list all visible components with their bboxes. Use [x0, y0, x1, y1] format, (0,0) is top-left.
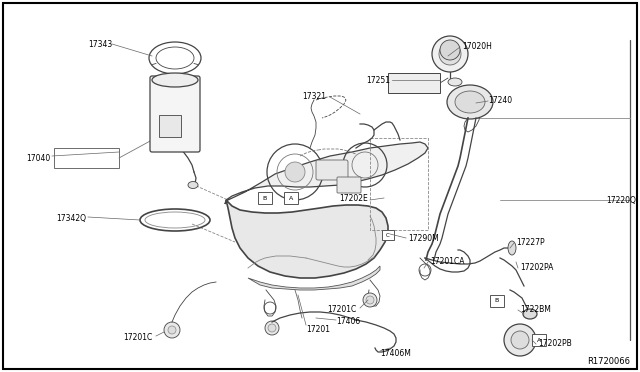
FancyBboxPatch shape	[316, 160, 348, 180]
Text: 17202PB: 17202PB	[538, 340, 572, 349]
Text: C: C	[386, 232, 390, 237]
Circle shape	[511, 331, 529, 349]
Text: 17020H: 17020H	[462, 42, 492, 51]
Circle shape	[366, 296, 374, 304]
Text: 17343: 17343	[88, 39, 112, 48]
FancyBboxPatch shape	[284, 192, 298, 204]
FancyBboxPatch shape	[258, 192, 272, 204]
Text: 17201C: 17201C	[327, 305, 356, 314]
Text: 17240: 17240	[488, 96, 512, 105]
Text: 17342Q: 17342Q	[56, 214, 86, 222]
Circle shape	[504, 324, 536, 356]
Text: 17201C: 17201C	[123, 334, 152, 343]
Circle shape	[285, 162, 305, 182]
Text: 17406: 17406	[336, 317, 360, 327]
Text: 1722BM: 1722BM	[520, 305, 551, 314]
FancyBboxPatch shape	[490, 295, 504, 307]
Text: 17406M: 17406M	[380, 350, 411, 359]
FancyBboxPatch shape	[159, 115, 181, 137]
Ellipse shape	[447, 85, 493, 119]
Ellipse shape	[508, 241, 516, 255]
Text: 17201: 17201	[306, 326, 330, 334]
FancyBboxPatch shape	[382, 230, 394, 240]
Text: B: B	[263, 196, 267, 201]
Circle shape	[268, 324, 276, 332]
FancyBboxPatch shape	[337, 177, 361, 193]
Circle shape	[432, 36, 468, 72]
FancyBboxPatch shape	[150, 76, 200, 152]
FancyBboxPatch shape	[388, 73, 440, 93]
Circle shape	[439, 43, 461, 65]
Text: 17202PA: 17202PA	[520, 263, 554, 273]
Text: 17321: 17321	[302, 92, 326, 100]
Ellipse shape	[448, 78, 462, 86]
Circle shape	[168, 326, 176, 334]
Polygon shape	[226, 200, 388, 278]
Text: R1720066: R1720066	[587, 357, 630, 366]
Circle shape	[440, 40, 460, 60]
Text: A: A	[289, 196, 293, 201]
Ellipse shape	[188, 182, 198, 189]
Text: 17227P: 17227P	[516, 237, 545, 247]
Circle shape	[265, 321, 279, 335]
Text: 17040: 17040	[26, 154, 50, 163]
FancyBboxPatch shape	[532, 334, 546, 346]
Circle shape	[363, 293, 377, 307]
Ellipse shape	[455, 91, 485, 113]
Polygon shape	[225, 142, 428, 204]
Ellipse shape	[523, 309, 537, 319]
Text: 17220Q: 17220Q	[606, 196, 636, 205]
Text: A: A	[537, 337, 541, 343]
Text: 17290M: 17290M	[408, 234, 439, 243]
Circle shape	[164, 322, 180, 338]
Ellipse shape	[152, 73, 198, 87]
Text: B: B	[495, 298, 499, 304]
Text: 17202E: 17202E	[339, 193, 368, 202]
Polygon shape	[248, 266, 380, 290]
Text: 17251: 17251	[366, 76, 390, 84]
Text: 17201CA: 17201CA	[430, 257, 465, 266]
